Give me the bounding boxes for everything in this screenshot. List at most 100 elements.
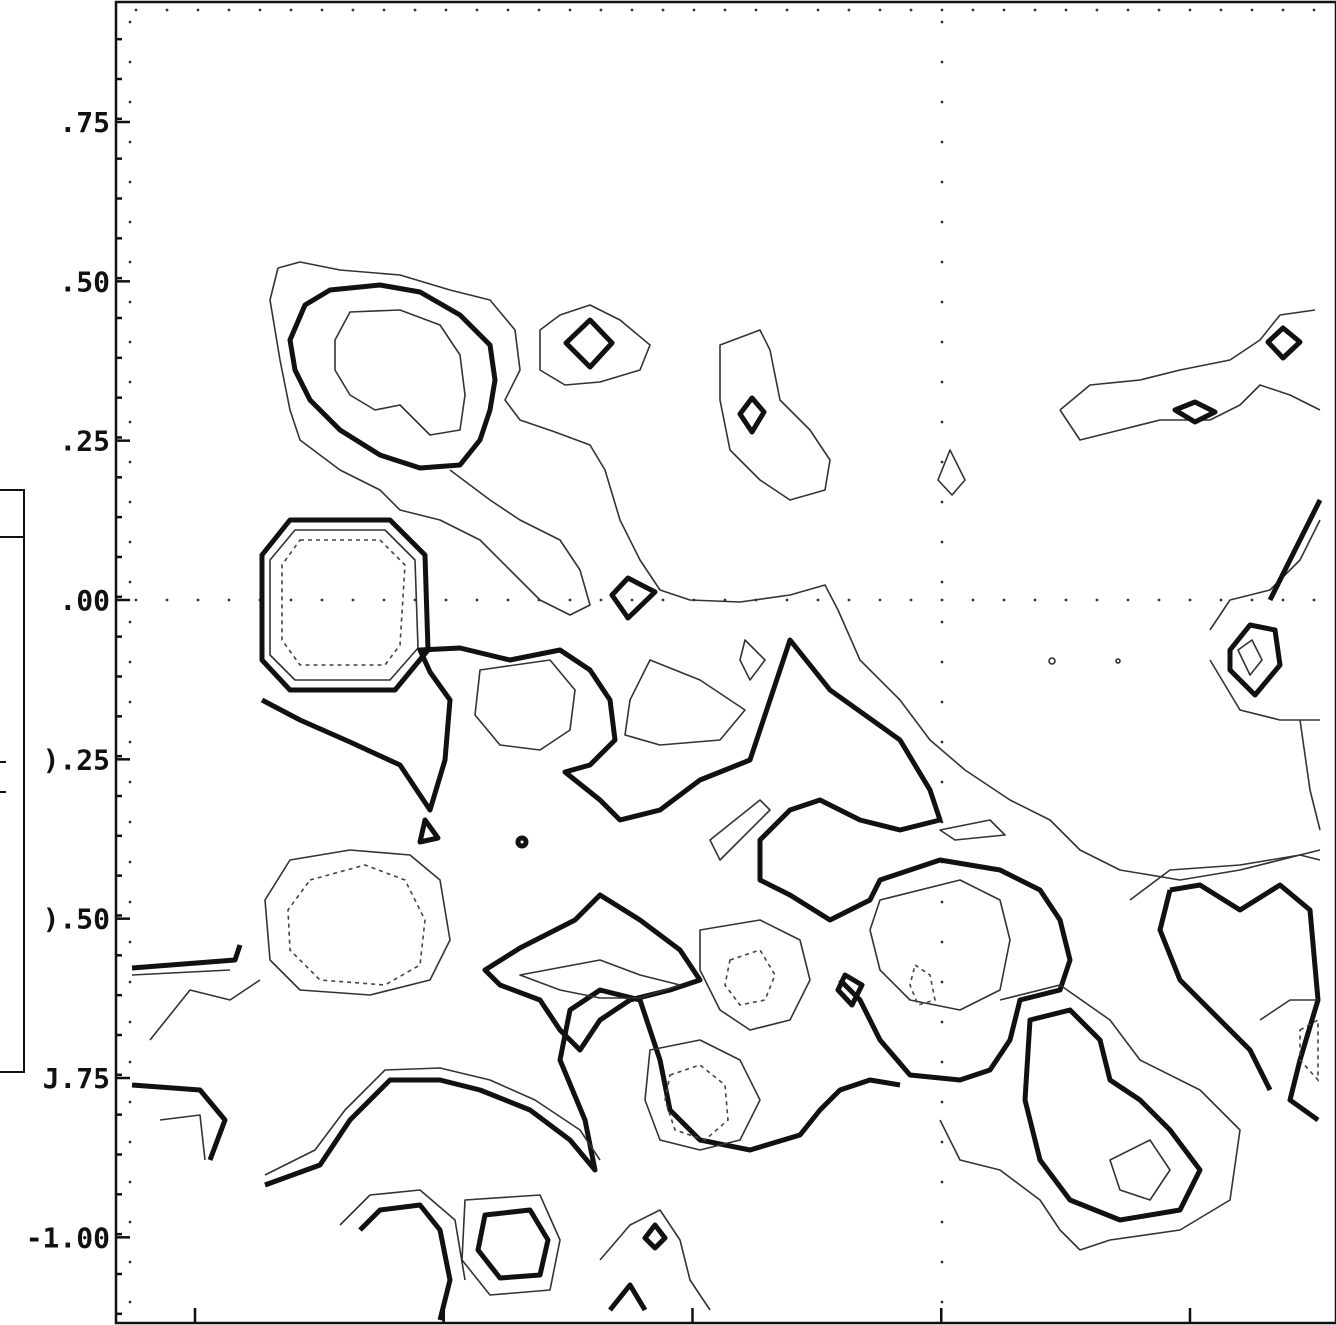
contour-thick — [609, 575, 658, 621]
grid-dot — [258, 8, 262, 12]
grid-dot — [723, 8, 727, 12]
grid-dot — [128, 660, 132, 664]
contour-thin — [334, 309, 466, 436]
contour-thick — [515, 835, 529, 849]
grid-dot — [128, 460, 132, 464]
y-tick-label: .25 — [59, 425, 110, 458]
grid-dot — [692, 8, 696, 12]
grid-dot — [196, 8, 200, 12]
contour-thin — [339, 1189, 466, 1281]
y-tick-labels: .75 .50 .25 .00).25).50 J.75 -1.00 — [26, 106, 110, 1254]
grid-dot — [413, 8, 417, 12]
grid-dot — [1033, 598, 1037, 602]
y-tick-label: ).50 — [43, 903, 110, 936]
contour-thin — [1048, 657, 1056, 665]
contour-thin — [939, 819, 1006, 841]
contour-thick — [259, 517, 431, 693]
contour-thick — [1169, 882, 1321, 1123]
contour-thick — [737, 395, 767, 435]
contour-thick — [482, 892, 703, 1053]
grid-dot — [630, 598, 634, 602]
grid-dot — [128, 500, 132, 504]
grid-dot — [128, 820, 132, 824]
grid-dot — [1312, 598, 1316, 602]
contour-thick — [835, 972, 865, 1008]
contour-thin — [264, 1067, 601, 1176]
contour-thick — [358, 1202, 453, 1321]
grid-dot — [128, 300, 132, 304]
y-tick-label: .00 — [59, 584, 110, 617]
y-tick-label: -1.00 — [26, 1221, 110, 1254]
grid-dot — [1157, 8, 1161, 12]
contour-thick — [287, 282, 498, 471]
grid-dot — [940, 598, 944, 602]
grid-dot — [847, 8, 851, 12]
grid-dot — [940, 260, 944, 264]
plot-frame — [114, 0, 1336, 1325]
contour-thin — [1259, 999, 1318, 1021]
contour-thin — [1059, 384, 1321, 441]
grid-dot — [940, 620, 944, 624]
grid-dot — [940, 220, 944, 224]
grid-dot — [506, 8, 510, 12]
contour-thin — [869, 879, 1011, 1011]
grid-dot — [940, 460, 944, 464]
grid-dot — [128, 1180, 132, 1184]
grid-dot — [128, 1300, 132, 1304]
grid-dot — [940, 1020, 944, 1024]
grid-dot — [1219, 598, 1223, 602]
grid-dot — [940, 540, 944, 544]
contour-dashed — [664, 1064, 729, 1141]
grid-dot — [630, 8, 634, 12]
contour-thin — [131, 969, 231, 976]
grid-dot — [475, 8, 479, 12]
contour-thin — [539, 304, 651, 386]
grid-dot — [134, 598, 138, 602]
contour-thin — [461, 1194, 561, 1296]
contour-thick — [563, 317, 615, 370]
contour-thin — [519, 959, 681, 999]
grid-dot — [165, 598, 169, 602]
grid-dot — [940, 1300, 944, 1304]
grid-dot — [909, 8, 913, 12]
grid-dot — [134, 8, 138, 12]
grid-dot — [568, 8, 572, 12]
grid-dots — [128, 8, 1316, 1304]
contour-dashed — [1299, 1018, 1319, 1083]
contour-dashed — [909, 963, 936, 1006]
grid-dot — [847, 598, 851, 602]
grid-dot — [1188, 598, 1192, 602]
grid-dot — [289, 8, 293, 12]
contour-thin — [1059, 309, 1316, 411]
grid-dot — [128, 1100, 132, 1104]
contour-thick — [1265, 325, 1303, 361]
grid-dot — [661, 8, 665, 12]
grid-dot — [940, 60, 944, 64]
grid-dot — [940, 580, 944, 584]
grid-dot — [165, 8, 169, 12]
grid-dot — [940, 140, 944, 144]
grid-dot — [599, 8, 603, 12]
grid-dot — [128, 580, 132, 584]
y-tick-label: J.75 — [43, 1062, 110, 1095]
contour-thin — [269, 529, 419, 681]
contour-thin — [624, 659, 746, 746]
y-tick-label: .75 — [59, 106, 110, 139]
grid-dot — [382, 598, 386, 602]
contour-thin — [1115, 658, 1121, 664]
grid-dot — [1219, 8, 1223, 12]
grid-dot — [1095, 598, 1099, 602]
grid-dot — [940, 500, 944, 504]
grid-dot — [128, 1060, 132, 1064]
grid-dot — [128, 540, 132, 544]
contour-thick — [642, 1222, 668, 1251]
grid-dot — [940, 1060, 944, 1064]
grid-dot — [128, 1260, 132, 1264]
grid-dot — [785, 8, 789, 12]
contour-thick — [264, 987, 901, 1188]
grid-dot — [940, 1260, 944, 1264]
y-tick-label: .50 — [59, 265, 110, 298]
grid-dot — [320, 8, 324, 12]
contour-thick — [1022, 1007, 1203, 1223]
contour-thick — [131, 944, 243, 971]
